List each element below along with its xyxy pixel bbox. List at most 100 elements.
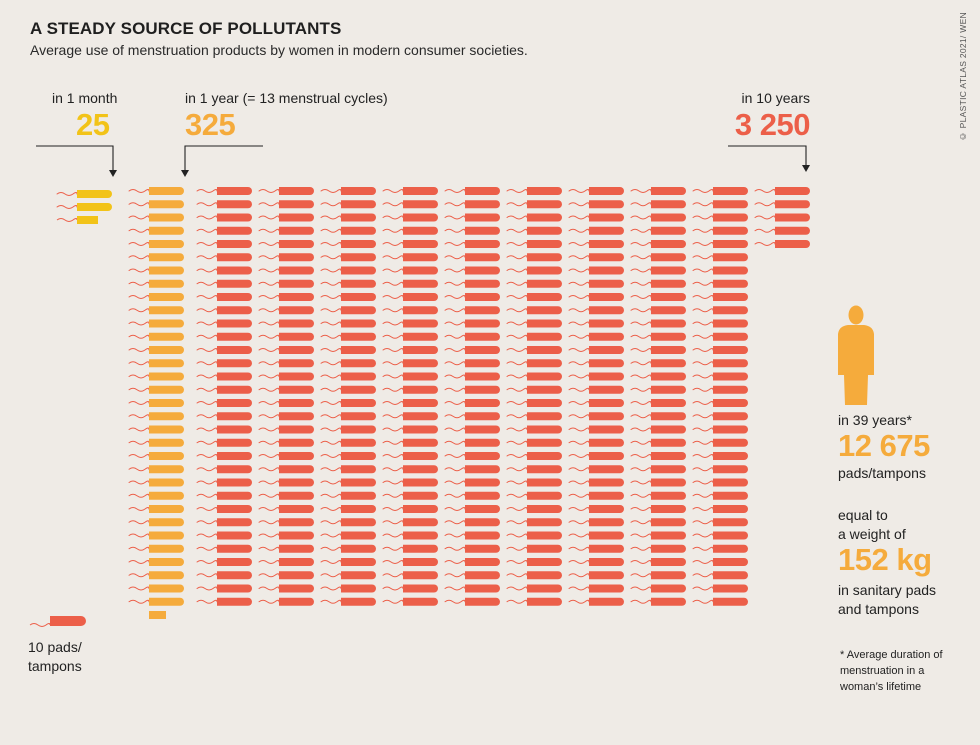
decade-tampon bbox=[568, 544, 624, 553]
decade-tampon bbox=[754, 240, 810, 248]
decade-tampon bbox=[568, 306, 624, 315]
year-tampon bbox=[128, 531, 184, 540]
decade-tampon bbox=[258, 306, 314, 315]
weight-value: 152 kg bbox=[838, 542, 932, 577]
decade-tampon bbox=[196, 584, 252, 593]
decade-tampon bbox=[196, 332, 252, 341]
decade-tampon bbox=[196, 518, 252, 527]
decade-tampon bbox=[506, 319, 562, 328]
decade-tampon bbox=[196, 306, 252, 315]
decade-tampon bbox=[692, 200, 748, 209]
lifetime-value: 12 675 bbox=[838, 428, 930, 463]
decade-tampon bbox=[692, 226, 748, 235]
decade-tampon bbox=[692, 425, 748, 434]
decade-tampon bbox=[630, 412, 686, 421]
legend-label: 10 pads/ tampons bbox=[28, 638, 82, 676]
month-tampon-group bbox=[56, 190, 112, 224]
decade-tampon bbox=[196, 465, 252, 474]
decade-tampon bbox=[506, 558, 562, 566]
decade-tampon bbox=[320, 213, 376, 222]
decade-tampon bbox=[258, 293, 314, 301]
credit-text: © PLASTIC ATLAS 2021/ WEN bbox=[958, 12, 968, 142]
decade-tampon bbox=[506, 531, 562, 540]
decade-tampon bbox=[382, 505, 438, 513]
decade-tampon bbox=[506, 332, 562, 341]
year-tampon bbox=[128, 253, 184, 262]
decade-value: 3 250 bbox=[734, 107, 811, 142]
decade-tampon bbox=[382, 438, 438, 447]
year-tampon bbox=[128, 293, 184, 301]
decade-tampon bbox=[258, 465, 314, 474]
decade-tampon bbox=[444, 359, 500, 368]
decade-tampon bbox=[444, 293, 500, 301]
decade-tampon bbox=[754, 213, 810, 222]
decade-tampon-columns bbox=[196, 187, 810, 606]
decade-tampon bbox=[692, 187, 748, 195]
weight-intro-1: equal to bbox=[838, 507, 888, 523]
decade-tampon bbox=[444, 346, 500, 354]
decade-tampon bbox=[258, 584, 314, 593]
decade-tampon bbox=[382, 253, 438, 262]
decade-tampon bbox=[320, 293, 376, 301]
decade-tampon bbox=[692, 584, 748, 593]
decade-tampon bbox=[196, 359, 252, 368]
chart-subtitle: Average use of menstruation products by … bbox=[30, 42, 528, 58]
decade-tampon bbox=[382, 452, 438, 460]
decade-tampon bbox=[196, 279, 252, 288]
decade-tampon bbox=[630, 266, 686, 275]
decade-tampon bbox=[568, 293, 624, 301]
month-label: in 1 month bbox=[52, 90, 118, 106]
decade-tampon bbox=[196, 319, 252, 328]
year-tampon bbox=[128, 452, 184, 460]
decade-tampon bbox=[320, 266, 376, 275]
decade-tampon bbox=[444, 452, 500, 460]
decade-tampon bbox=[382, 346, 438, 354]
decade-tampon bbox=[692, 346, 748, 354]
decade-tampon bbox=[444, 279, 500, 288]
year-tampon bbox=[128, 346, 184, 354]
decade-tampon bbox=[382, 266, 438, 275]
decade-tampon bbox=[506, 571, 562, 580]
decade-tampon bbox=[568, 399, 624, 407]
legend-label-line-1: 10 pads/ bbox=[28, 639, 82, 655]
decade-tampon bbox=[258, 518, 314, 527]
decade-tampon bbox=[506, 399, 562, 407]
decade-tampon bbox=[692, 372, 748, 381]
decade-tampon bbox=[444, 213, 500, 222]
decade-tampon bbox=[444, 478, 500, 487]
legend-tampon-icon bbox=[29, 616, 86, 627]
decade-tampon bbox=[444, 491, 500, 500]
year-tampon bbox=[128, 187, 184, 195]
decade-tampon bbox=[382, 531, 438, 540]
decade-tampon bbox=[506, 200, 562, 209]
decade-tampon bbox=[320, 571, 376, 580]
decade-tampon bbox=[444, 531, 500, 540]
decade-tampon bbox=[258, 346, 314, 354]
year-tampon bbox=[128, 518, 184, 527]
decade-tampon bbox=[382, 412, 438, 421]
footnote: * Average duration of menstruation in a … bbox=[840, 649, 943, 693]
decade-tampon bbox=[196, 597, 252, 606]
decade-tampon bbox=[692, 319, 748, 328]
decade-tampon bbox=[630, 452, 686, 460]
decade-tampon bbox=[568, 359, 624, 368]
decade-tampon bbox=[444, 253, 500, 262]
month-tampon-partial bbox=[56, 216, 98, 224]
decade-tampon bbox=[630, 438, 686, 447]
decade-tampon bbox=[444, 372, 500, 381]
year-tampon bbox=[128, 597, 184, 606]
decade-tampon bbox=[258, 571, 314, 580]
decade-tampon bbox=[196, 452, 252, 460]
decade-tampon bbox=[320, 491, 376, 500]
decade-tampon bbox=[568, 425, 624, 434]
decade-tampon bbox=[444, 319, 500, 328]
decade-tampon bbox=[692, 293, 748, 301]
decade-tampon bbox=[630, 465, 686, 474]
decade-tampon bbox=[258, 478, 314, 487]
decade-tampon bbox=[258, 187, 314, 195]
decade-tampon bbox=[506, 240, 562, 248]
decade-tampon bbox=[444, 412, 500, 421]
year-tampon bbox=[128, 438, 184, 447]
decade-tampon bbox=[506, 187, 562, 195]
